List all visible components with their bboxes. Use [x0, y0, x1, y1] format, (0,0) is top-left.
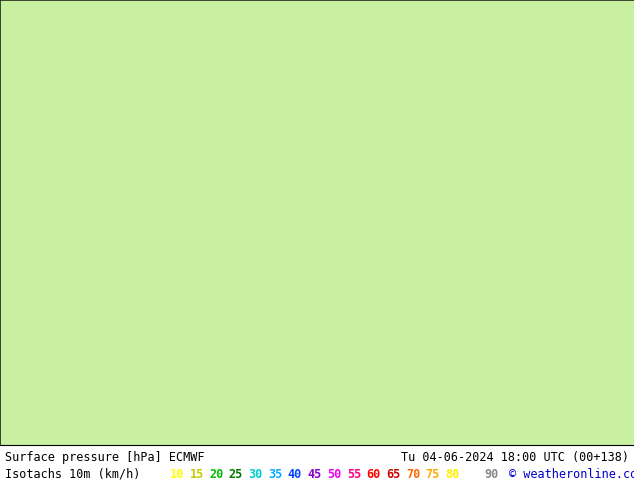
Text: 70: 70 [406, 468, 420, 481]
Text: 20: 20 [209, 468, 223, 481]
Text: 75: 75 [425, 468, 439, 481]
Text: 55: 55 [347, 468, 361, 481]
Text: Tu 04-06-2024 18:00 UTC (00+138): Tu 04-06-2024 18:00 UTC (00+138) [401, 451, 629, 464]
Text: Surface pressure [hPa] ECMWF: Surface pressure [hPa] ECMWF [5, 451, 205, 464]
Text: 30: 30 [249, 468, 262, 481]
Text: © weatheronline.co.uk weatheronline.co.uk: © weatheronline.co.uk weatheronline.co.u… [509, 468, 634, 481]
Text: 45: 45 [307, 468, 321, 481]
Text: Isotachs 10m (km/h): Isotachs 10m (km/h) [5, 468, 141, 481]
Text: 60: 60 [366, 468, 380, 481]
Text: 10: 10 [170, 468, 184, 481]
Text: 80: 80 [445, 468, 459, 481]
Text: 90: 90 [484, 468, 498, 481]
Text: 50: 50 [327, 468, 341, 481]
Text: 40: 40 [288, 468, 302, 481]
Text: 85: 85 [465, 468, 479, 481]
Text: 25: 25 [229, 468, 243, 481]
Text: 15: 15 [190, 468, 204, 481]
Text: 65: 65 [386, 468, 400, 481]
Text: 35: 35 [268, 468, 282, 481]
